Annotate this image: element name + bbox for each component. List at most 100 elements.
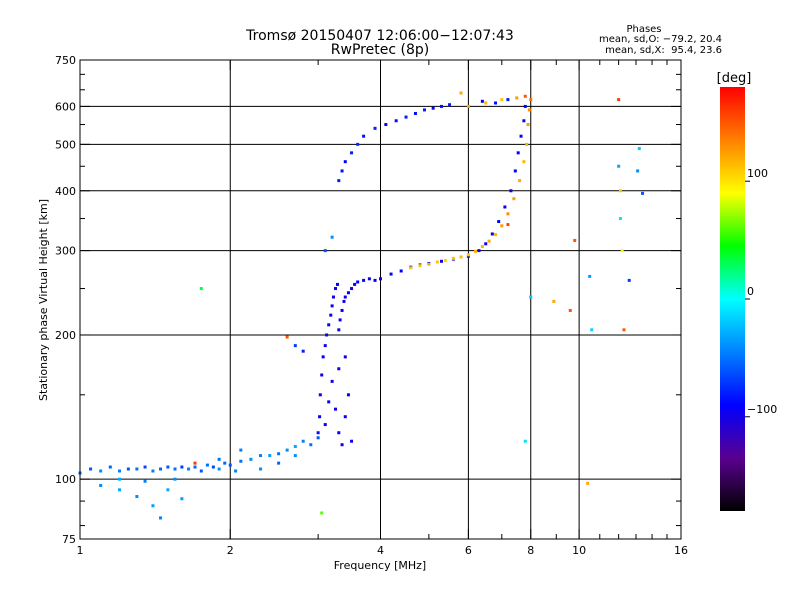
data-point — [143, 465, 147, 469]
data-point — [333, 287, 337, 291]
data-point — [503, 205, 507, 209]
data-point — [427, 262, 431, 266]
data-point — [384, 123, 388, 127]
y-tick-label: 300 — [55, 245, 76, 258]
data-point — [239, 448, 243, 452]
data-point — [259, 467, 263, 471]
data-point — [480, 99, 484, 103]
data-point — [135, 467, 139, 471]
y-tick-label: 200 — [55, 329, 76, 342]
data-point — [259, 454, 263, 458]
data-point — [636, 169, 640, 173]
data-point — [473, 249, 477, 253]
data-point — [379, 277, 382, 281]
data-point — [151, 469, 155, 473]
data-point — [435, 260, 439, 264]
data-point — [187, 467, 191, 471]
data-point — [234, 469, 238, 473]
data-point — [180, 497, 184, 501]
data-point — [340, 169, 344, 173]
y-tick-label: 500 — [55, 138, 76, 151]
data-point — [159, 516, 163, 520]
data-point — [316, 431, 320, 435]
data-point — [459, 255, 463, 259]
data-point — [509, 189, 513, 193]
data-point — [522, 160, 526, 164]
data-point — [350, 151, 354, 155]
data-point — [343, 415, 347, 419]
data-point — [205, 463, 209, 467]
data-point — [301, 349, 305, 353]
data-point — [143, 479, 147, 483]
data-point — [627, 278, 631, 282]
stats-heading: Phases — [626, 24, 661, 35]
y-tick-label: 600 — [55, 100, 76, 113]
data-point — [494, 101, 498, 105]
data-point — [217, 467, 221, 471]
data-point — [211, 465, 215, 469]
data-point — [180, 465, 184, 469]
x-tick-label: 6 — [465, 544, 472, 557]
data-point — [588, 274, 592, 278]
data-point — [323, 423, 327, 427]
data-point — [373, 126, 377, 130]
data-point — [338, 318, 342, 322]
data-point — [330, 379, 334, 383]
x-axis: 1 2 4 6 8 10 16 — [77, 60, 688, 557]
data-point — [318, 415, 322, 419]
data-point — [523, 439, 527, 443]
data-point — [620, 249, 624, 253]
data-point — [320, 511, 324, 515]
x-tick-label: 10 — [572, 544, 586, 557]
data-point — [223, 461, 227, 465]
data-point — [323, 249, 327, 253]
y-axis: 75 100 200 300 400 500 600 750 — [55, 54, 681, 546]
data-point — [239, 459, 243, 463]
data-point — [617, 98, 621, 102]
data-point — [309, 443, 313, 447]
data-point — [199, 469, 203, 473]
data-point — [573, 238, 577, 242]
data-point — [118, 469, 122, 473]
data-point — [448, 103, 452, 107]
data-point — [166, 465, 170, 469]
data-point — [500, 98, 504, 102]
data-point — [409, 266, 413, 270]
data-point — [484, 101, 488, 105]
data-point — [529, 295, 533, 299]
data-point — [618, 189, 622, 193]
x-tick-label: 1 — [77, 544, 84, 557]
plot-points — [78, 91, 645, 520]
data-point — [523, 94, 527, 98]
data-point — [108, 465, 112, 469]
plot-grid — [80, 60, 681, 539]
data-point — [618, 217, 622, 221]
data-point — [466, 104, 470, 108]
data-point — [337, 179, 341, 183]
data-point — [327, 400, 331, 404]
data-point — [342, 299, 346, 303]
data-point — [118, 488, 122, 492]
data-point — [622, 328, 626, 332]
x-tick-label: 16 — [674, 544, 688, 557]
data-point — [293, 454, 297, 458]
data-point — [515, 96, 519, 100]
data-point — [586, 481, 590, 485]
data-point — [526, 123, 530, 127]
data-point — [513, 169, 517, 173]
colorbar-tick-label: −100 — [747, 403, 777, 416]
chart-subtitle: RwPretec (8p) — [331, 42, 429, 58]
data-point — [367, 277, 371, 281]
data-point — [228, 463, 232, 467]
data-point — [337, 367, 341, 371]
data-point — [519, 134, 523, 138]
data-point — [617, 164, 621, 168]
colorbar-label: [deg] — [717, 71, 752, 86]
data-point — [330, 235, 334, 239]
data-point — [217, 457, 221, 461]
data-point — [277, 461, 281, 465]
data-point — [337, 431, 341, 435]
data-point — [459, 91, 463, 95]
data-point — [318, 393, 322, 397]
data-point — [193, 465, 197, 469]
